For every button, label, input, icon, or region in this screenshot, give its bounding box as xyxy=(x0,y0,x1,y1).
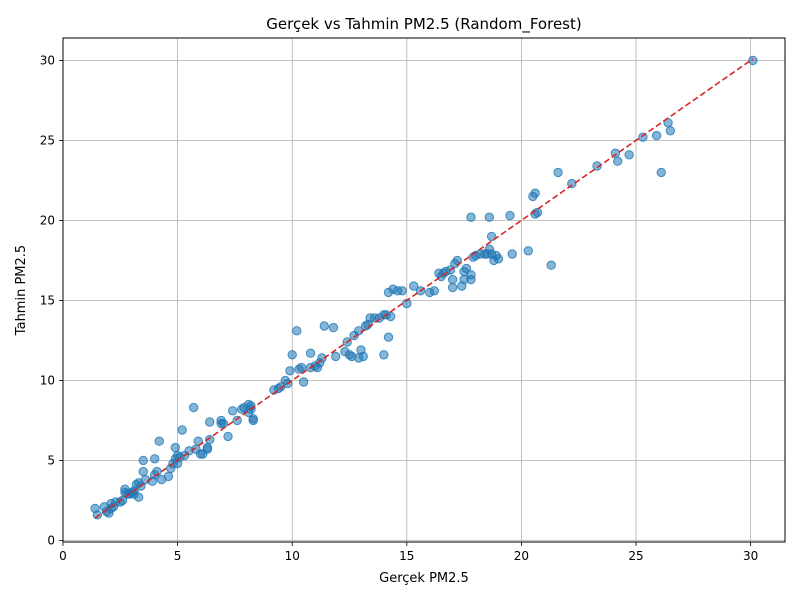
data-point xyxy=(466,212,476,222)
y-tick-label: 5 xyxy=(47,453,55,467)
data-point xyxy=(227,406,238,416)
chart-title: Gerçek vs Tahmin PM2.5 (Random_Forest) xyxy=(266,15,581,34)
data-point xyxy=(523,246,533,256)
data-point xyxy=(484,212,495,222)
data-point xyxy=(461,263,472,274)
data-point xyxy=(188,402,199,413)
y-axis: 0 5 10 15 20 25 30 xyxy=(40,53,63,547)
x-tick-label: 10 xyxy=(285,549,300,563)
data-point xyxy=(133,492,144,502)
x-axis: 0 5 10 15 20 25 30 xyxy=(59,542,758,563)
data-point xyxy=(493,254,504,264)
data-point xyxy=(748,55,758,66)
data-point xyxy=(305,348,316,358)
data-point xyxy=(505,210,515,221)
data-point xyxy=(285,366,295,376)
x-tick-label: 20 xyxy=(514,549,529,563)
data-point xyxy=(328,322,339,333)
y-tick-label: 10 xyxy=(40,373,55,387)
data-point xyxy=(656,167,666,178)
data-point xyxy=(138,455,148,466)
data-point xyxy=(592,161,602,171)
data-point xyxy=(223,431,233,442)
x-tick-label: 25 xyxy=(628,549,643,563)
data-point xyxy=(204,434,215,445)
x-tick-label: 30 xyxy=(743,549,758,563)
data-point xyxy=(319,321,329,331)
y-tick-label: 20 xyxy=(40,213,55,227)
data-point xyxy=(553,167,563,178)
data-point xyxy=(507,249,517,259)
data-point xyxy=(298,377,309,387)
data-point xyxy=(292,326,302,336)
data-point xyxy=(149,454,160,464)
data-point xyxy=(358,351,368,362)
data-point xyxy=(546,260,556,270)
plot-frame xyxy=(62,37,786,543)
x-tick-label: 15 xyxy=(399,549,414,563)
data-point xyxy=(163,471,174,482)
x-tick-label: 0 xyxy=(59,549,67,563)
data-point xyxy=(202,444,213,454)
data-point xyxy=(218,418,229,429)
data-point xyxy=(612,156,623,166)
data-point xyxy=(383,332,394,342)
data-point xyxy=(447,274,458,285)
data-point xyxy=(296,362,307,373)
data-point xyxy=(530,188,540,198)
data-point xyxy=(92,510,103,520)
data-point xyxy=(447,282,458,293)
data-point xyxy=(204,417,215,427)
y-tick-label: 15 xyxy=(40,293,55,307)
data-point xyxy=(379,350,389,360)
data-point xyxy=(408,281,419,291)
data-point xyxy=(138,466,148,477)
y-tick-label: 0 xyxy=(47,533,55,547)
data-point xyxy=(331,351,341,362)
data-point xyxy=(486,231,497,242)
data-point xyxy=(177,425,187,435)
y-tick-label: 25 xyxy=(40,133,55,147)
data-point xyxy=(248,415,258,426)
data-point xyxy=(429,286,440,296)
x-tick-label: 5 xyxy=(174,549,182,563)
data-point xyxy=(397,286,407,296)
data-point xyxy=(665,126,676,136)
y-axis-label: Tahmin PM2.5 xyxy=(14,245,29,336)
data-point xyxy=(154,436,164,446)
data-point xyxy=(170,442,181,453)
x-axis-label: Gerçek PM2.5 xyxy=(379,571,469,586)
data-point xyxy=(466,270,476,280)
data-point xyxy=(386,311,396,322)
data-point xyxy=(624,150,634,160)
y-tick-label: 30 xyxy=(40,53,55,67)
data-point xyxy=(532,207,543,218)
reference-line xyxy=(94,58,754,519)
reference-line-group xyxy=(94,58,754,519)
data-point xyxy=(287,350,297,360)
data-point xyxy=(651,130,662,141)
